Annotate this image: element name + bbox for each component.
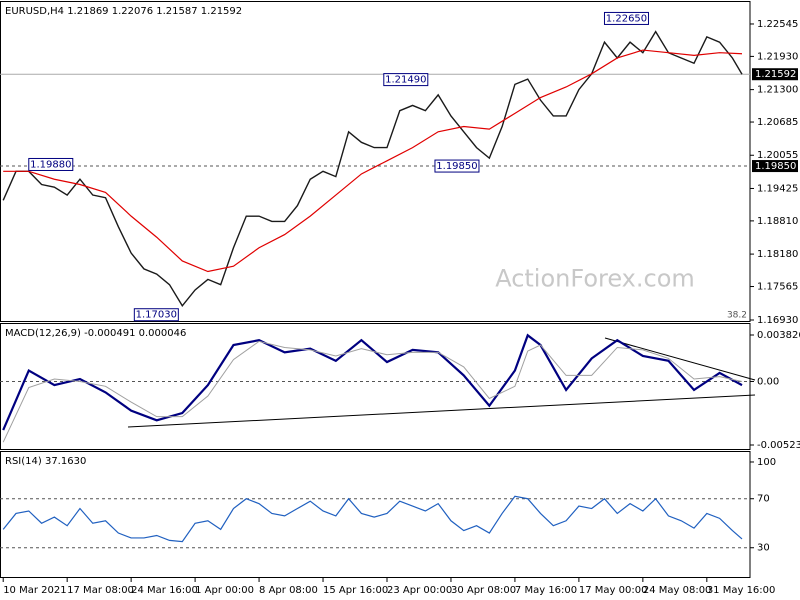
x-tick-label: 15 Apr 16:00	[323, 585, 388, 596]
series-line	[2, 495, 743, 543]
x-tick-label: 17 May 00:00	[579, 585, 648, 596]
y-tick-label: 1.17565	[757, 282, 798, 293]
annotation-label: 1.22650	[606, 13, 647, 24]
y-tick-label: 0.003826	[757, 330, 800, 341]
y-tick-label: 70	[757, 494, 770, 505]
fib-label: 38.2	[727, 311, 747, 321]
x-tick-label: 24 Mar 16:00	[131, 585, 198, 596]
y-tick-label: 1.21300	[757, 85, 798, 96]
x-tick-label: 8 Apr 08:00	[259, 585, 318, 596]
annotation-box	[383, 73, 429, 87]
trendline	[604, 337, 756, 381]
level-label: 1.19850	[755, 161, 796, 172]
panel-title: EURUSD,H4 1.21869 1.22076 1.21587 1.2159…	[5, 6, 242, 17]
y-tick-label: 1.21930	[757, 51, 798, 62]
y-tick-label: 1.20685	[757, 117, 798, 128]
level-label: 1.21592	[755, 69, 796, 80]
y-tick-label: 100	[757, 457, 776, 468]
annotation-box	[133, 308, 179, 322]
x-tick-label: 7 May 16:00	[515, 585, 577, 596]
annotation-label: 1.21490	[385, 75, 426, 86]
y-tick-label: 1.20055	[757, 150, 798, 161]
x-tick-label: 1 Apr 00:00	[195, 585, 254, 596]
y-tick-label: 1.16930	[757, 315, 798, 326]
y-tick-label: 1.22545	[757, 19, 798, 30]
annotation-box	[603, 11, 649, 25]
watermark: ActionForex.com	[495, 265, 695, 293]
series-line	[2, 333, 743, 431]
panel-frame	[0, 451, 751, 578]
y-tick-label: 1.18180	[757, 249, 798, 260]
panel-title: MACD(12,26,9) -0.000491 0.000046	[5, 328, 186, 339]
annotation-label: 1.17030	[136, 310, 177, 321]
annotation-box	[434, 159, 480, 173]
y-tick-label: 1.18810	[757, 216, 798, 227]
annotation-box	[28, 157, 74, 171]
level-label-box	[752, 160, 798, 173]
annotation-label: 1.19850	[436, 161, 477, 172]
series-line	[2, 340, 743, 443]
x-tick-label: 17 Mar 08:00	[67, 585, 134, 596]
annotation-label: 1.19880	[30, 159, 71, 170]
x-tick-label: 10 Mar 2021	[3, 585, 66, 596]
y-tick-label: -0.005232	[757, 440, 800, 451]
level-label-box	[752, 68, 798, 81]
panel-title: RSI(14) 37.1630	[5, 456, 86, 467]
series-line	[2, 30, 743, 307]
y-tick-label: 1.19425	[757, 183, 798, 194]
x-tick-label: 31 May 16:00	[707, 585, 776, 596]
x-tick-label: 23 Apr 00:00	[387, 585, 452, 596]
y-tick-label: 30	[757, 543, 770, 554]
x-tick-label: 24 May 08:00	[643, 585, 712, 596]
x-tick-label: 30 Apr 08:00	[451, 585, 516, 596]
panel-frame	[0, 323, 751, 450]
y-tick-label: 0.00	[757, 376, 779, 387]
series-line	[3, 49, 743, 273]
trendline	[127, 394, 756, 428]
panel-frame	[0, 1, 751, 322]
